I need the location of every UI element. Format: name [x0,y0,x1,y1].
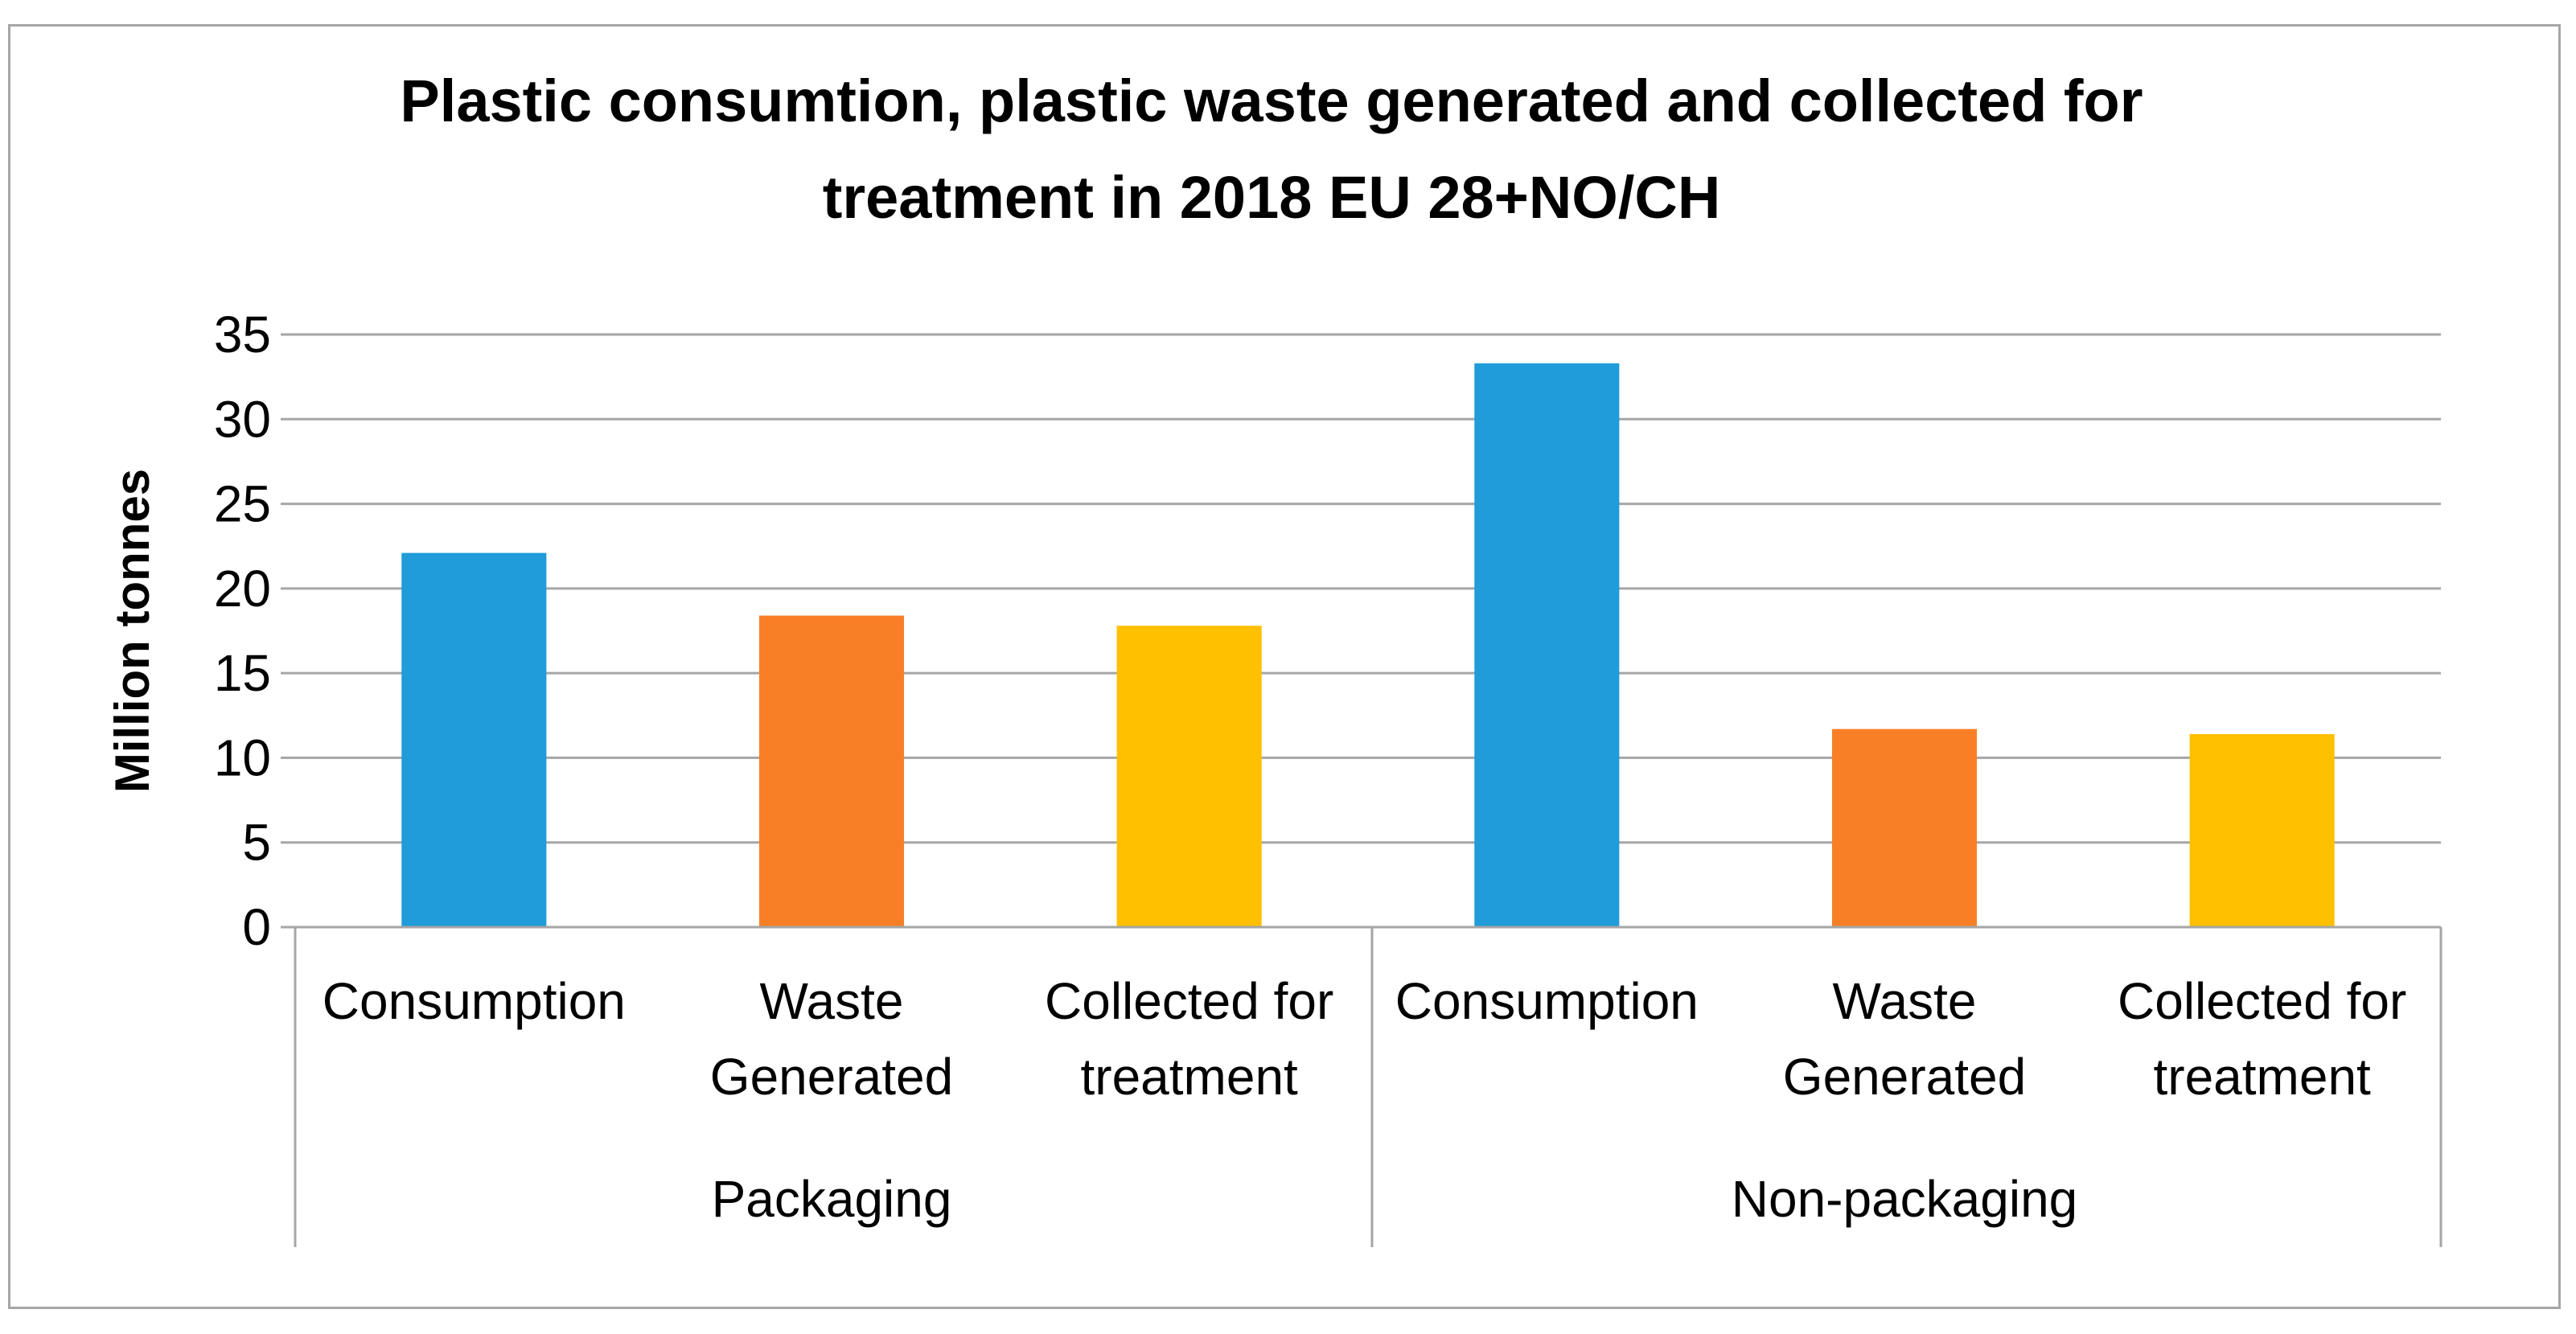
x-category-label: Waste [1833,972,1977,1030]
y-tick-label: 35 [214,306,271,363]
x-category-label: treatment [1080,1048,1298,1106]
bar [401,552,547,927]
y-tick-label: 30 [214,390,271,448]
x-category-label: Generated [1783,1048,2026,1106]
x-category-label: Consumption [1395,972,1699,1030]
chart-title-line: Plastic consumtion, plastic waste genera… [400,68,2143,134]
bar [1831,729,1978,927]
y-tick-label: 0 [242,898,271,956]
x-category-label: treatment [2153,1048,2371,1106]
x-category-label: Collected for [2118,972,2406,1030]
chart-title-line: treatment in 2018 EU 28+NO/CH [823,164,1721,231]
bar-chart: Plastic consumtion, plastic waste genera… [105,68,2442,1247]
group-labels: Packaging Non-packaging [712,1170,2078,1228]
y-tick-labels: 0 5 10 15 20 25 30 35 [214,306,271,956]
y-axis-title: Million tonnes [105,469,159,793]
y-tick-label: 15 [214,644,271,702]
axes [281,926,2442,1247]
x-category-label: Generated [710,1048,953,1106]
y-tick-label: 25 [214,475,271,533]
y-axis-title-group: Million tonnes [105,469,159,793]
category-labels: Consumption Waste Generated Collected for tr… [323,972,2407,1106]
bar [1116,626,1262,927]
x-category-label: Waste [760,972,904,1030]
x-category-label: Consumption [323,972,626,1030]
x-group-label: Non-packaging [1732,1170,2078,1228]
bars [401,363,2335,928]
x-category-label: Collected for [1045,972,1333,1030]
bar [1474,363,1620,928]
y-tick-label: 20 [214,560,271,618]
chart-frame: Plastic consumtion, plastic waste genera… [8,24,2561,1309]
bar [758,615,905,927]
chart-title: Plastic consumtion, plastic waste genera… [400,68,2143,231]
x-group-label: Packaging [712,1170,952,1228]
y-tick-label: 10 [214,729,271,786]
y-tick-label: 5 [242,814,271,872]
gridlines [281,333,2441,844]
bar [2189,733,2335,927]
